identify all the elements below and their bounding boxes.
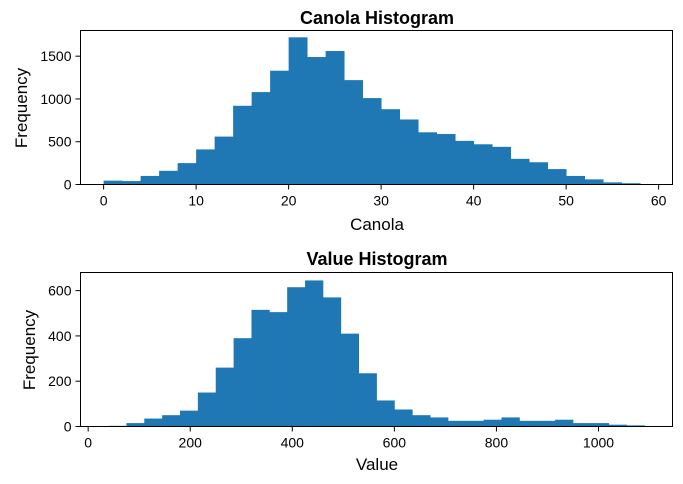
histogram-bar bbox=[159, 170, 179, 185]
x-axis-label: Canola bbox=[350, 215, 404, 234]
histogram-bar bbox=[162, 415, 181, 427]
histogram-bar bbox=[376, 400, 395, 427]
y-tick-label: 400 bbox=[48, 328, 72, 344]
histogram-bar bbox=[180, 410, 199, 427]
histogram-bar bbox=[177, 163, 197, 185]
x-tick-label: 200 bbox=[179, 435, 203, 451]
chart-title: Canola Histogram bbox=[300, 8, 454, 28]
histogram-bar bbox=[621, 183, 641, 185]
bars bbox=[108, 280, 645, 427]
x-tick-label: 60 bbox=[651, 193, 667, 209]
histogram-bar bbox=[126, 423, 145, 427]
value-histogram-panel: Value Histogram 0 200 400 600 0 200 400 600 800… bbox=[20, 249, 673, 474]
y-axis-ticks: 0 500 1000 1500 bbox=[40, 48, 81, 193]
histogram-bar bbox=[288, 37, 308, 185]
histogram-bar bbox=[140, 175, 160, 185]
histogram-bar bbox=[483, 419, 502, 427]
x-tick-label: 0 bbox=[100, 193, 108, 209]
histogram-bar bbox=[465, 420, 485, 427]
histogram-bar bbox=[307, 57, 327, 185]
histogram-bar bbox=[233, 338, 252, 427]
histogram-bar bbox=[344, 80, 364, 185]
y-tick-label: 1000 bbox=[40, 91, 71, 107]
canola-histogram-panel: Canola Histogram 0 500 1000 1500 0 10 20 30 40 5… bbox=[12, 8, 673, 234]
x-tick-label: 10 bbox=[188, 193, 204, 209]
histogram-bar bbox=[447, 420, 467, 427]
histogram-bar bbox=[412, 415, 431, 427]
x-tick-label: 400 bbox=[281, 435, 305, 451]
x-tick-label: 40 bbox=[466, 193, 482, 209]
x-axis-ticks: 0 10 20 30 40 50 60 bbox=[100, 184, 667, 209]
y-axis-label: Frequency bbox=[12, 67, 31, 148]
histogram-bar bbox=[122, 181, 142, 185]
chart-title: Value Histogram bbox=[306, 249, 447, 269]
histogram-bar bbox=[473, 144, 493, 185]
histogram-bar bbox=[590, 423, 610, 427]
histogram-bar bbox=[608, 424, 627, 427]
histogram-bar bbox=[537, 420, 556, 427]
histogram-bar bbox=[381, 109, 401, 185]
histogram-bar bbox=[492, 146, 512, 185]
y-axis-label: Frequency bbox=[20, 309, 39, 390]
x-tick-label: 0 bbox=[84, 435, 92, 451]
histogram-bar bbox=[399, 119, 419, 185]
histogram-bar bbox=[233, 105, 253, 185]
y-tick-label: 200 bbox=[48, 373, 72, 389]
y-tick-label: 0 bbox=[64, 419, 72, 435]
histogram-bar bbox=[358, 373, 377, 427]
x-tick-label: 30 bbox=[373, 193, 389, 209]
x-tick-label: 1000 bbox=[583, 435, 614, 451]
histogram-bar bbox=[197, 392, 217, 427]
histogram-bar bbox=[603, 182, 623, 185]
x-axis-label: Value bbox=[356, 455, 398, 474]
histogram-bar bbox=[584, 179, 604, 185]
histogram-bar bbox=[144, 418, 163, 427]
y-tick-label: 500 bbox=[48, 134, 72, 150]
histogram-bar bbox=[394, 409, 413, 427]
histogram-bar bbox=[555, 419, 574, 427]
histogram-bar bbox=[196, 149, 216, 185]
x-tick-label: 20 bbox=[281, 193, 297, 209]
histogram-bar bbox=[322, 297, 342, 427]
y-tick-label: 600 bbox=[48, 283, 72, 299]
histogram-bar bbox=[214, 136, 234, 185]
histogram-bar bbox=[519, 420, 538, 427]
plot-frame bbox=[80, 272, 673, 427]
histogram-bar bbox=[501, 417, 520, 427]
x-tick-label: 600 bbox=[383, 435, 407, 451]
x-axis-ticks: 0 200 400 600 800 1000 bbox=[84, 426, 614, 451]
histogram-bar bbox=[270, 70, 290, 185]
bars bbox=[103, 37, 660, 185]
histogram-bar bbox=[510, 158, 530, 185]
histogram-bar bbox=[251, 309, 270, 427]
histogram-bar bbox=[547, 169, 567, 185]
histogram-bar bbox=[362, 98, 382, 185]
histogram-bar bbox=[626, 425, 645, 427]
x-tick-label: 50 bbox=[558, 193, 574, 209]
histogram-bar bbox=[215, 367, 234, 427]
histogram-bar bbox=[566, 175, 586, 185]
histogram-bar bbox=[340, 333, 360, 427]
histogram-bar bbox=[418, 132, 438, 185]
histogram-bar bbox=[305, 280, 324, 427]
y-tick-label: 0 bbox=[64, 177, 72, 193]
histogram-bar bbox=[529, 162, 549, 185]
histogram-bar bbox=[103, 180, 123, 185]
histogram-bar bbox=[430, 417, 449, 427]
y-axis-ticks: 0 200 400 600 bbox=[48, 283, 81, 435]
histogram-bar bbox=[269, 312, 288, 427]
histogram-bar bbox=[325, 51, 345, 185]
y-tick-label: 1500 bbox=[40, 48, 71, 64]
x-tick-label: 800 bbox=[485, 435, 509, 451]
plot-frame bbox=[80, 30, 673, 185]
histogram-bar bbox=[572, 423, 592, 427]
histogram-bar bbox=[251, 92, 271, 185]
histogram-bar bbox=[287, 287, 306, 427]
histogram-bar bbox=[436, 134, 456, 185]
histogram-bar bbox=[455, 140, 475, 185]
